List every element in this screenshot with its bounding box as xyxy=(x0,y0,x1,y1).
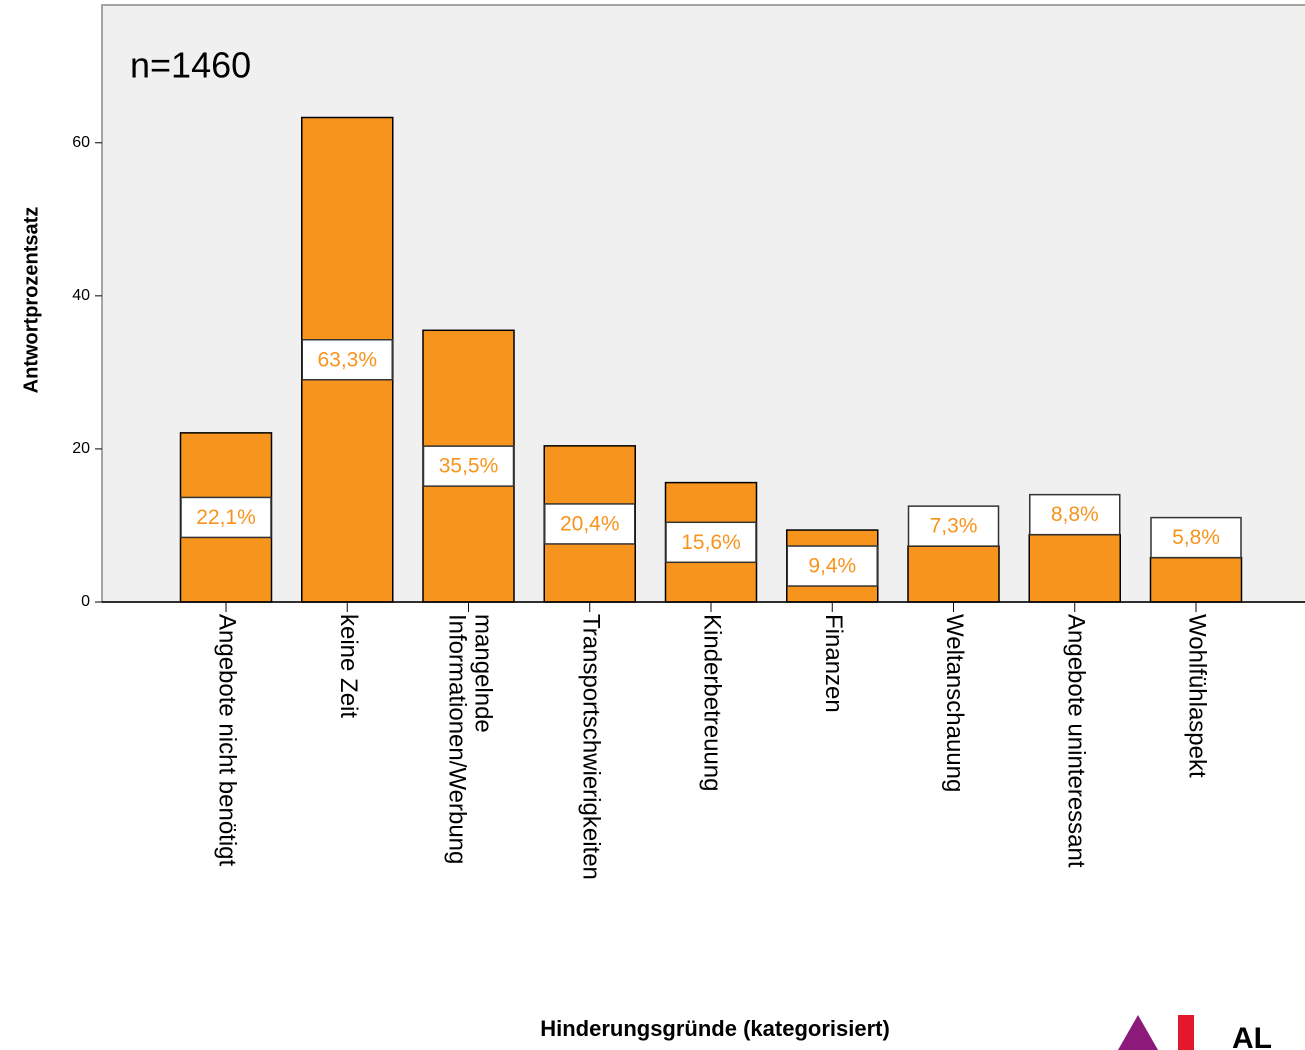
value-label: 5,8% xyxy=(1172,526,1220,549)
logo: AL xyxy=(1118,1015,1272,1050)
value-label-box xyxy=(1029,493,1121,536)
x-tick-label: Angebote nicht benötigt xyxy=(214,614,241,867)
value-label: 22,1% xyxy=(196,506,256,529)
value-label: 63,3% xyxy=(317,348,377,371)
logo-shape xyxy=(1118,1015,1158,1050)
logo-bar xyxy=(1178,1015,1194,1050)
x-axis-title: Hinderungsgründe (kategorisiert) xyxy=(540,1016,890,1041)
bar xyxy=(907,545,1000,603)
value-label: 35,5% xyxy=(439,455,499,478)
bar xyxy=(1028,533,1121,603)
y-tick-label: 60 xyxy=(72,134,90,151)
x-tick-label: Finanzen xyxy=(820,614,847,713)
x-tick-label: Kinderbetreuung xyxy=(699,614,726,791)
value-label-box xyxy=(907,505,1000,547)
value-label: 20,4% xyxy=(560,512,620,535)
bar xyxy=(1149,556,1243,603)
x-tick-label: Transportschwierigkeiten xyxy=(577,614,604,880)
annotation: n=1460 xyxy=(130,45,251,86)
value-label-box xyxy=(180,496,272,539)
y-axis-title: Antwortprozentsatz xyxy=(20,207,42,394)
value-label: 9,4% xyxy=(808,555,856,578)
y-tick-label: 40 xyxy=(72,287,90,304)
value-label: 15,6% xyxy=(681,531,741,554)
x-tick-label: Angebote uninteressant xyxy=(1062,614,1089,868)
x-tick-label: Wohlfühlaspekt xyxy=(1184,614,1211,778)
value-label-box xyxy=(301,339,393,381)
value-label-box xyxy=(544,503,636,545)
y-tick-label: 0 xyxy=(81,593,90,610)
value-label: 8,8% xyxy=(1051,503,1099,526)
value-label-box xyxy=(786,545,878,587)
value-label-box xyxy=(1150,516,1242,559)
x-tick-label: mangelnde Informationen/Werbung xyxy=(443,614,496,864)
value-label-box xyxy=(422,445,515,487)
x-tick-label: keine Zeit xyxy=(335,614,362,718)
value-label: 7,3% xyxy=(930,515,978,538)
logo-text: AL xyxy=(1232,1022,1272,1050)
x-tick-label: Weltanschauung xyxy=(941,614,968,792)
y-tick-label: 20 xyxy=(72,440,90,457)
value-label-box xyxy=(665,521,757,564)
